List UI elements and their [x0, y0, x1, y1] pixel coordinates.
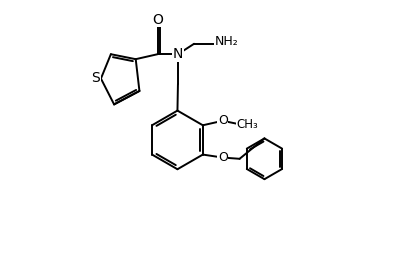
Text: O: O — [218, 114, 228, 127]
Text: O: O — [152, 13, 163, 27]
Text: S: S — [91, 71, 100, 85]
Text: N: N — [173, 47, 183, 61]
Text: NH₂: NH₂ — [215, 35, 239, 48]
Text: CH₃: CH₃ — [237, 118, 258, 131]
Text: O: O — [218, 151, 228, 164]
